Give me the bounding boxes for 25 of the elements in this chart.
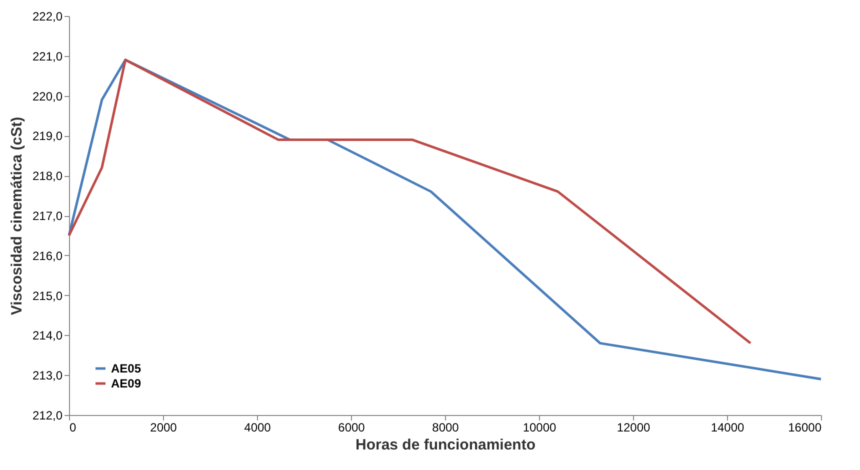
y-tick-label: 216,0 — [32, 248, 63, 263]
y-tick-label: 219,0 — [32, 129, 63, 144]
x-tick-label: 4000 — [244, 420, 272, 434]
y-axis-title: Viscosidad cinemática (cSt) — [8, 116, 26, 316]
x-tick-label: 12000 — [616, 420, 651, 434]
legend-label: AE05 — [111, 362, 142, 376]
y-tick-label: 212,0 — [32, 408, 63, 422]
line-series — [68, 58, 752, 344]
x-tick-label: 8000 — [432, 420, 460, 434]
x-tick-label: 16000 — [788, 420, 822, 434]
x-tick-label: 2000 — [150, 420, 178, 434]
y-tick-label: 213,0 — [32, 368, 63, 383]
y-tick-label: 220,0 — [32, 89, 63, 104]
x-tick-label: 0 — [70, 420, 76, 434]
legend-label: AE09 — [111, 376, 142, 390]
x-tick-label: 14000 — [710, 420, 745, 434]
y-tick-label: 222,0 — [32, 10, 63, 24]
y-tick-label: 217,0 — [32, 209, 63, 223]
y-tick-label: 214,0 — [32, 328, 63, 343]
y-tick-label: 215,0 — [32, 288, 63, 303]
y-tick-label: 221,0 — [32, 49, 63, 64]
x-axis-title: Horas de funcionamiento — [355, 436, 536, 454]
x-tick-label: 6000 — [338, 420, 366, 434]
x-tick-label: 10000 — [522, 420, 557, 434]
y-tick-label: 218,0 — [32, 169, 63, 184]
